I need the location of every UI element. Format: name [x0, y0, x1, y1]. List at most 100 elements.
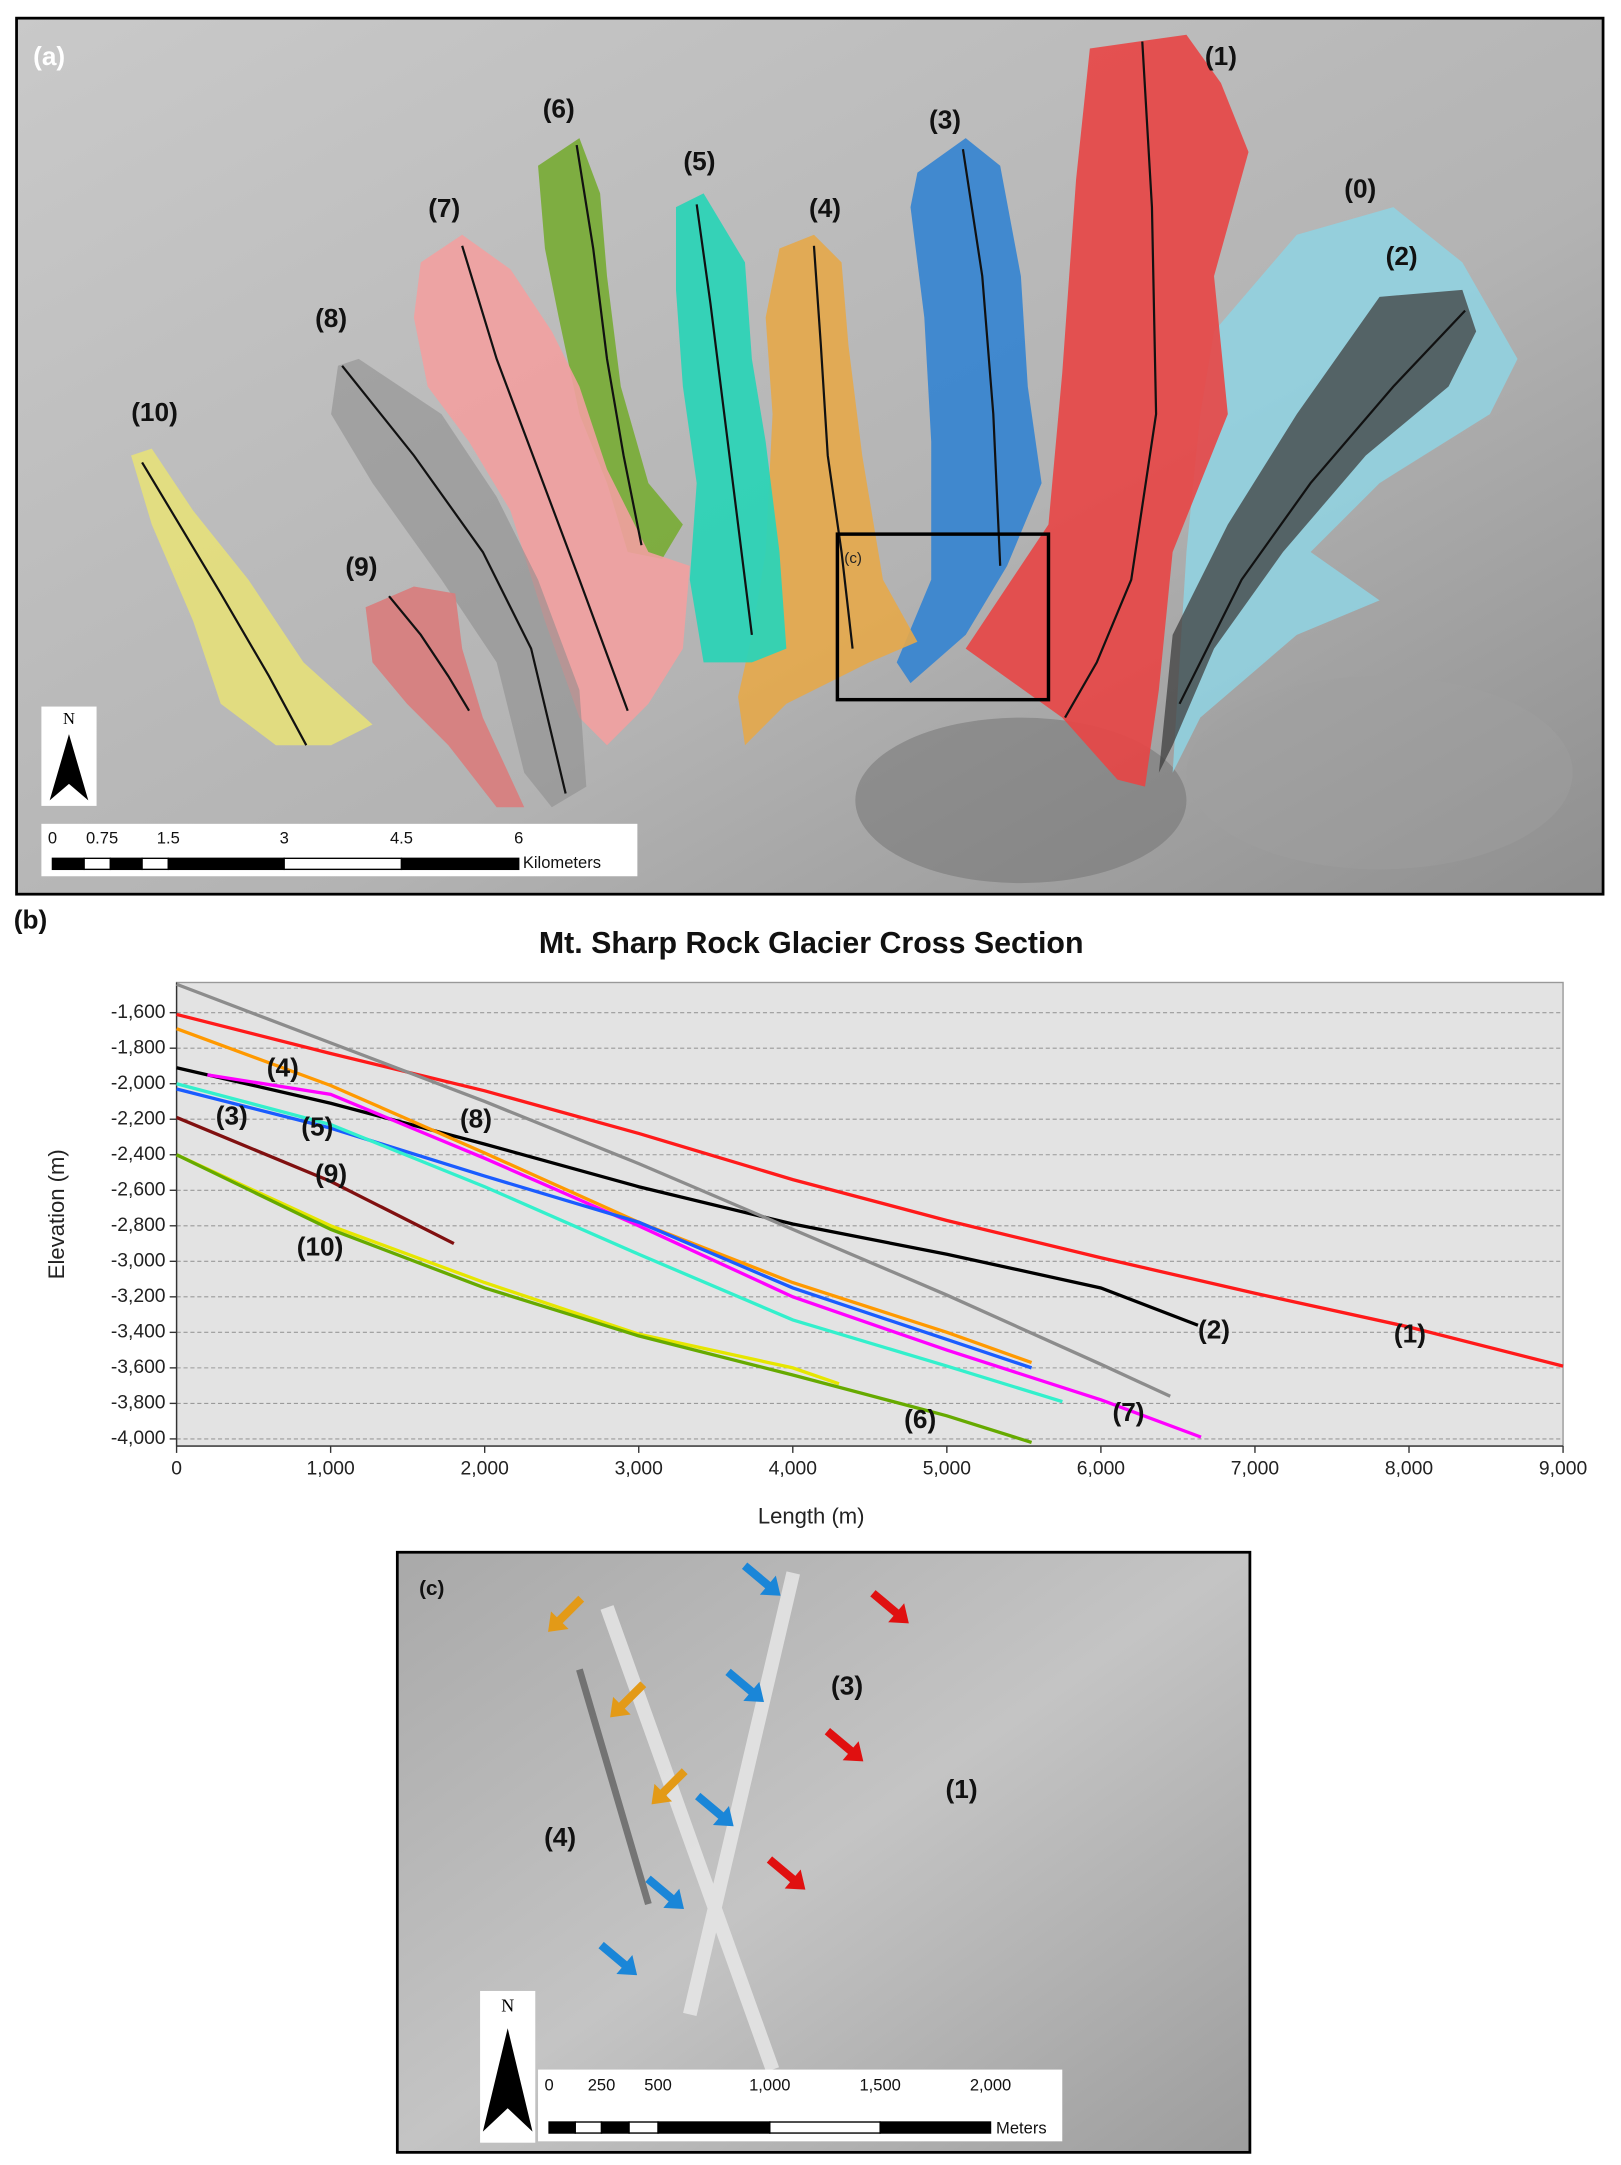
feature-label: (3): [831, 1670, 863, 1700]
flowline: [1064, 41, 1158, 719]
glacier-label: (0): [1344, 174, 1376, 204]
arrow: [824, 1728, 864, 1762]
scale-unit: Kilometers: [523, 853, 601, 872]
map-background: [395, 1550, 1252, 2154]
scale-seg: [109, 857, 143, 871]
scale-label: 1,000: [749, 2076, 790, 2095]
flowline: [575, 144, 643, 546]
panel-label: (a): [33, 41, 65, 71]
x-axis-label: Length (m): [758, 1504, 865, 1529]
scale-bar: [548, 2121, 992, 2134]
scale-seg: [600, 2121, 630, 2134]
glacier-label: (5): [683, 146, 715, 176]
flowline: [388, 595, 471, 712]
arrow: [695, 1792, 734, 1827]
glacier-3: [896, 138, 1042, 684]
arrow: [548, 1595, 585, 1632]
glacier-6: [538, 138, 683, 559]
y-tick-label: -3,000: [111, 1250, 166, 1271]
flowline: [695, 204, 753, 635]
north-arrow: [49, 734, 89, 801]
glacier-2: [1158, 289, 1477, 773]
series-label: (5): [301, 1112, 333, 1142]
feature-label: (4): [544, 1822, 576, 1852]
arrow: [610, 1681, 647, 1718]
y-tick-label: -2,200: [111, 1108, 166, 1129]
flowline: [141, 461, 308, 746]
scale-seg: [628, 2121, 659, 2134]
x-tick-label: 4,000: [769, 1459, 817, 1480]
glacier-label: (9): [345, 552, 377, 582]
y-tick-label: -2,600: [111, 1179, 166, 1200]
arrow: [725, 1668, 764, 1703]
panel-label: (c): [419, 1577, 444, 1600]
arrows: [548, 1562, 909, 1976]
scale-label: 1,500: [859, 2076, 900, 2095]
x-tick-label: 0: [171, 1459, 182, 1480]
x-tick-label: 8,000: [1385, 1459, 1433, 1480]
scale-label: 500: [644, 2076, 672, 2095]
y-tick-label: -2,800: [111, 1215, 166, 1236]
north-arrow: [482, 2028, 533, 2132]
series-label: (3): [216, 1101, 248, 1131]
scale-label: 0: [544, 2076, 553, 2095]
scale-label: 4.5: [390, 828, 413, 847]
series-label: (4): [267, 1052, 299, 1082]
x-tick-label: 1,000: [306, 1459, 354, 1480]
x-tick-label: 6,000: [1077, 1459, 1125, 1480]
scale-label: 2,000: [970, 2076, 1011, 2095]
arrow: [598, 1941, 638, 1976]
scale-label: 0.75: [86, 828, 118, 847]
series-line: [176, 1066, 1199, 1327]
arrow: [651, 1768, 688, 1805]
terrain-shade: [1186, 676, 1573, 870]
glacier-1: [965, 34, 1249, 787]
series-line: [175, 1115, 455, 1246]
flowline: [341, 365, 567, 794]
glacier-label: (1): [1205, 41, 1237, 71]
series-line: [176, 1082, 1063, 1404]
series-line: [176, 1087, 1033, 1370]
glacier-10: [131, 448, 373, 746]
scale-label: 6: [514, 828, 523, 847]
arrow: [741, 1562, 781, 1596]
x-tick-label: 5,000: [923, 1459, 971, 1480]
scale-label: 3: [280, 828, 289, 847]
y-tick-label: -2,000: [111, 1073, 166, 1094]
glacier-8: [331, 358, 587, 808]
y-tick-label: -3,600: [111, 1357, 166, 1378]
ridge-shadow: [576, 1668, 652, 1906]
y-tick-label: -3,400: [111, 1321, 166, 1342]
scale-seg: [548, 2121, 576, 2134]
y-tick-label: -4,000: [111, 1428, 166, 1449]
y-tick-label: -1,600: [111, 1002, 166, 1023]
series-line: [175, 1153, 1033, 1445]
north-label: N: [63, 709, 75, 728]
scale-seg: [769, 2121, 881, 2134]
y-tick-label: -1,800: [111, 1037, 166, 1058]
arrow: [645, 1875, 684, 1909]
scale-seg: [657, 2121, 771, 2134]
series-label: (1): [1394, 1319, 1426, 1349]
scale-unit: Meters: [996, 2118, 1047, 2137]
series-label: (9): [315, 1159, 347, 1189]
glacier-9: [365, 586, 525, 808]
flowlines: [141, 41, 1466, 794]
scale-seg: [283, 857, 403, 871]
scale-bar: [51, 857, 520, 871]
scale-label: 0: [48, 828, 57, 847]
panel-c: (c) (3) (1) (4) N 0 250 500 1,000 1,500 …: [395, 1550, 1252, 2154]
glacier-label: (8): [315, 303, 347, 333]
y-tick-label: -2,400: [111, 1144, 166, 1165]
series-label: (7): [1112, 1397, 1144, 1427]
scale-label: 250: [588, 2076, 616, 2095]
scale-seg: [400, 857, 520, 871]
series-label: (2): [1198, 1314, 1230, 1344]
arrow: [870, 1590, 909, 1624]
panel-a: (a) (0) (1) (2) (3) (4) (5) (6) (7) (8) …: [15, 16, 1605, 896]
series-label: (8): [460, 1103, 492, 1133]
scale-seg: [83, 857, 112, 871]
scale-seg: [51, 857, 85, 871]
panel-label: (b): [14, 905, 47, 935]
